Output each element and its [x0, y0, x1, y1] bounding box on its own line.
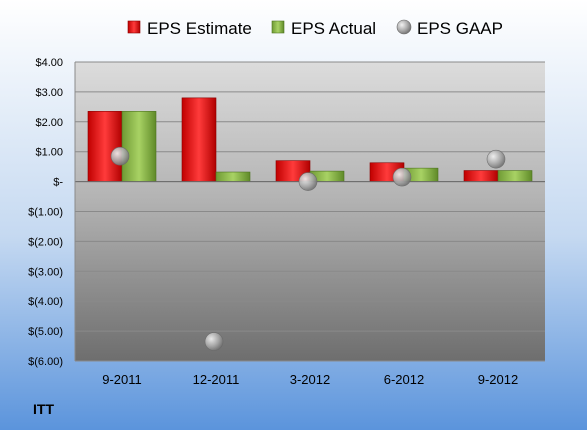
eps-gaap-marker: [204, 332, 224, 351]
y-tick-label: $(2.00): [28, 236, 63, 248]
x-axis: 9-2011 12-2011 3-2012 6-2012 9-2012: [102, 372, 518, 387]
x-tick-label: 12-2011: [193, 372, 240, 387]
legend-label: EPS GAAP: [417, 19, 503, 38]
eps-gaap-marker: [110, 146, 130, 166]
eps-actual-bar: [215, 171, 251, 182]
legend-label: EPS Actual: [291, 19, 376, 38]
eps-gaap-marker: [392, 167, 412, 187]
gaap-markers: [110, 146, 506, 351]
y-tick-label: $(6.00): [28, 356, 63, 368]
y-tick-label: $-: [53, 177, 63, 189]
legend-label: EPS Estimate: [147, 19, 252, 38]
eps-estimate-bar: [181, 97, 217, 182]
y-axis: $4.00 $3.00 $2.00 $1.00 $- $(1.00) $(2.00) $(3.…: [28, 57, 76, 368]
y-tick-label: $(5.00): [28, 326, 63, 338]
x-tick-label: 9-2011: [102, 372, 142, 387]
company-label: ITT: [33, 401, 54, 417]
legend-swatch: [127, 20, 141, 34]
y-tick-label: $1.00: [35, 147, 63, 159]
eps-estimate-bar: [463, 170, 499, 182]
eps-estimate-bar: [87, 111, 123, 182]
y-tick-label: $(3.00): [28, 266, 63, 278]
y-tick-label: $(4.00): [28, 296, 63, 308]
y-tick-label: $2.00: [35, 117, 63, 129]
x-tick-label: 3-2012: [290, 372, 330, 387]
y-tick-label: $3.00: [35, 87, 63, 99]
eps-gaap-marker: [298, 172, 318, 191]
eps-gaap-marker: [486, 149, 506, 169]
y-tick-label: $4.00: [35, 57, 63, 69]
legend: EPS Estimate EPS Actual EPS GAAP: [127, 19, 503, 38]
legend-swatch: [271, 20, 285, 34]
eps-actual-bar: [497, 170, 533, 182]
y-tick-label: $(1.00): [28, 207, 63, 219]
legend-swatch: [396, 19, 412, 35]
x-tick-label: 6-2012: [384, 372, 424, 387]
x-tick-label: 9-2012: [478, 372, 518, 387]
eps-actual-bar: [121, 111, 157, 182]
